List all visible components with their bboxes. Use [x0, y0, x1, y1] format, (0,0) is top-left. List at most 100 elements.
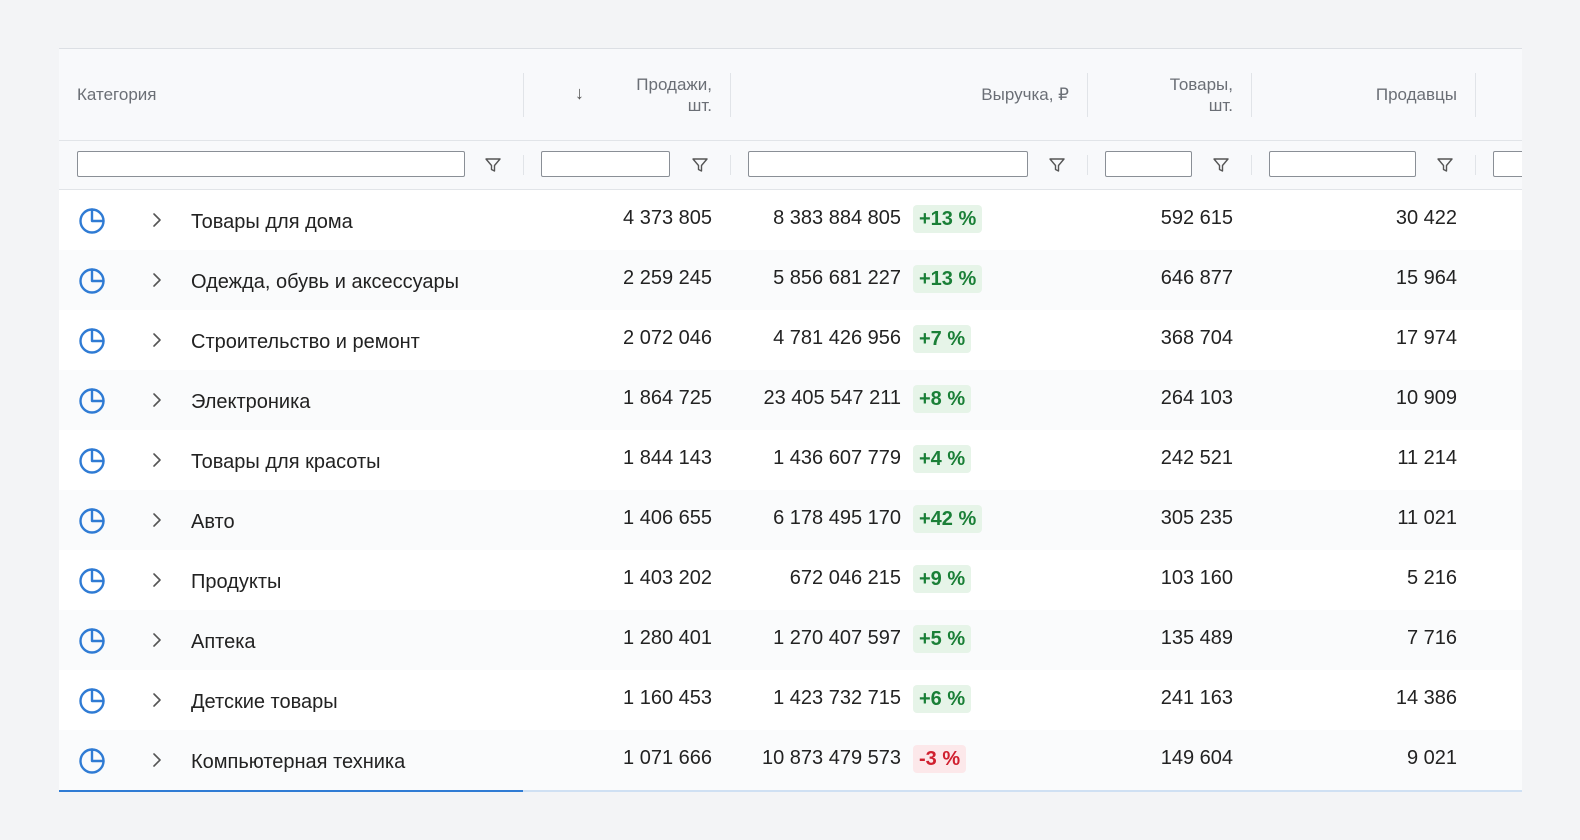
items-value: 149 604	[1160, 747, 1233, 769]
sales-value: 1 160 453	[623, 687, 712, 709]
sellers-value: 5 216	[1406, 567, 1457, 589]
table-row[interactable]: Продукты 1 403 202 672 046 215 +9 % 103 160 5…	[59, 550, 1522, 611]
column-resize-handle[interactable]	[730, 73, 731, 117]
items-filter-input[interactable]	[1105, 151, 1192, 177]
items-value: 646 877	[1160, 267, 1233, 289]
column-header-items-line2: шт.	[1208, 95, 1233, 115]
column-header-category[interactable]: Категория	[77, 49, 477, 140]
revenue-change-badge: +13 %	[913, 265, 983, 293]
revenue-change-badge: +7 %	[913, 325, 972, 353]
chevron-right-icon[interactable]	[150, 452, 164, 468]
chevron-right-icon[interactable]	[150, 692, 164, 708]
items-value: 264 103	[1160, 387, 1233, 409]
funnel-icon[interactable]	[1436, 156, 1454, 174]
table-row[interactable]: Компьютерная техника 1 071 666 10 873 479 …	[59, 730, 1522, 791]
table-row[interactable]: Авто 1 406 655 6 178 495 170 +42 % 305 235 11…	[59, 490, 1522, 551]
revenue-change-badge: +9 %	[913, 565, 972, 593]
category-name: Электроника	[191, 391, 311, 413]
sellers-value: 15 964	[1395, 267, 1457, 289]
sellers-filter-input[interactable]	[1269, 151, 1416, 177]
revenue-value: 6 178 495 170	[773, 507, 901, 529]
sales-value: 1 844 143	[623, 447, 712, 469]
table-row[interactable]: Товары для красоты 1 844 143 1 436 607 779…	[59, 430, 1522, 491]
revenue-value: 672 046 215	[789, 567, 901, 589]
pie-chart-icon[interactable]	[77, 206, 107, 236]
column-header-category-label: Категория	[77, 85, 157, 104]
items-value: 103 160	[1160, 567, 1233, 589]
category-name: Аптека	[191, 631, 256, 653]
filter-row	[59, 141, 1522, 190]
sales-filter-input[interactable]	[541, 151, 670, 177]
pie-chart-icon[interactable]	[77, 746, 107, 776]
chevron-right-icon[interactable]	[150, 572, 164, 588]
table-row[interactable]: Аптека 1 280 401 1 270 407 597 +5 % 135 489 7…	[59, 610, 1522, 671]
column-header-items[interactable]: Товары, шт.	[1119, 49, 1233, 140]
chevron-right-icon[interactable]	[150, 272, 164, 288]
table-row[interactable]: Электроника 1 864 725 23 405 547 211 +8 % 26…	[59, 370, 1522, 431]
pie-chart-icon[interactable]	[77, 506, 107, 536]
table-row[interactable]: Детские товары 1 160 453 1 423 732 715 +6 %…	[59, 670, 1522, 731]
revenue-filter-input[interactable]	[748, 151, 1028, 177]
revenue-value: 1 423 732 715	[773, 687, 901, 709]
next-column-filter-input[interactable]	[1493, 151, 1522, 177]
sales-value: 2 259 245	[623, 267, 712, 289]
chevron-right-icon[interactable]	[150, 332, 164, 348]
category-name: Одежда, обувь и аксессуары	[191, 271, 460, 293]
revenue-change-badge: +4 %	[913, 445, 972, 473]
column-header-revenue-label: Выручка, ₽	[981, 85, 1069, 104]
chevron-right-icon[interactable]	[150, 632, 164, 648]
filter-divider	[730, 155, 731, 175]
funnel-icon[interactable]	[1212, 156, 1230, 174]
chevron-right-icon[interactable]	[150, 752, 164, 768]
sales-value: 4 373 805	[623, 207, 712, 229]
category-name: Строительство и ремонт	[191, 331, 420, 353]
column-resize-handle[interactable]	[523, 73, 524, 117]
category-filter-input[interactable]	[77, 151, 465, 177]
table-row[interactable]: Товары для дома 4 373 805 8 383 884 805 +13…	[59, 190, 1522, 251]
chevron-right-icon[interactable]	[150, 212, 164, 228]
funnel-icon[interactable]	[484, 156, 502, 174]
items-value: 368 704	[1160, 327, 1233, 349]
chevron-right-icon[interactable]	[150, 392, 164, 408]
pie-chart-icon[interactable]	[77, 626, 107, 656]
sort-descending-icon[interactable]: ↓	[575, 83, 584, 103]
revenue-value: 1 436 607 779	[773, 447, 901, 469]
items-value: 241 163	[1160, 687, 1233, 709]
pie-chart-icon[interactable]	[77, 266, 107, 296]
revenue-change-badge: +8 %	[913, 385, 972, 413]
revenue-change-badge: -3 %	[913, 745, 967, 773]
items-value: 242 521	[1160, 447, 1233, 469]
selected-column-indicator	[59, 790, 523, 792]
column-header-revenue[interactable]: Выручка, ₽	[759, 49, 1069, 140]
column-header-items-line1: Товары,	[1169, 74, 1233, 94]
sales-value: 1 864 725	[623, 387, 712, 409]
funnel-icon[interactable]	[691, 156, 709, 174]
sellers-value: 7 716	[1406, 627, 1457, 649]
column-resize-handle[interactable]	[1251, 73, 1252, 117]
pie-chart-icon[interactable]	[77, 326, 107, 356]
revenue-value: 5 856 681 227	[773, 267, 901, 289]
revenue-change-badge: +6 %	[913, 685, 972, 713]
chevron-right-icon[interactable]	[150, 512, 164, 528]
sellers-value: 11 021	[1397, 507, 1457, 529]
sellers-value: 17 974	[1395, 327, 1457, 349]
column-header-sellers[interactable]: Продавцы	[1279, 49, 1457, 140]
column-resize-handle[interactable]	[1087, 73, 1088, 117]
revenue-value: 1 270 407 597	[773, 627, 901, 649]
sellers-value: 11 214	[1397, 447, 1457, 469]
pie-chart-icon[interactable]	[77, 386, 107, 416]
table-row[interactable]: Строительство и ремонт 2 072 046 4 781 426…	[59, 310, 1522, 371]
pie-chart-icon[interactable]	[77, 686, 107, 716]
pie-chart-icon[interactable]	[77, 566, 107, 596]
funnel-icon[interactable]	[1048, 156, 1066, 174]
filter-divider	[1475, 155, 1476, 175]
revenue-value: 10 873 479 573	[761, 747, 901, 769]
category-name: Товары для дома	[191, 211, 353, 233]
column-header-sales[interactable]: Продажи, шт.	[619, 49, 712, 140]
table-row[interactable]: Одежда, обувь и аксессуары 2 259 245 5 856…	[59, 250, 1522, 311]
filter-divider	[523, 155, 524, 175]
table-bottom-border	[523, 790, 1522, 792]
revenue-change-badge: +42 %	[913, 505, 983, 533]
pie-chart-icon[interactable]	[77, 446, 107, 476]
column-resize-handle[interactable]	[1475, 73, 1476, 117]
